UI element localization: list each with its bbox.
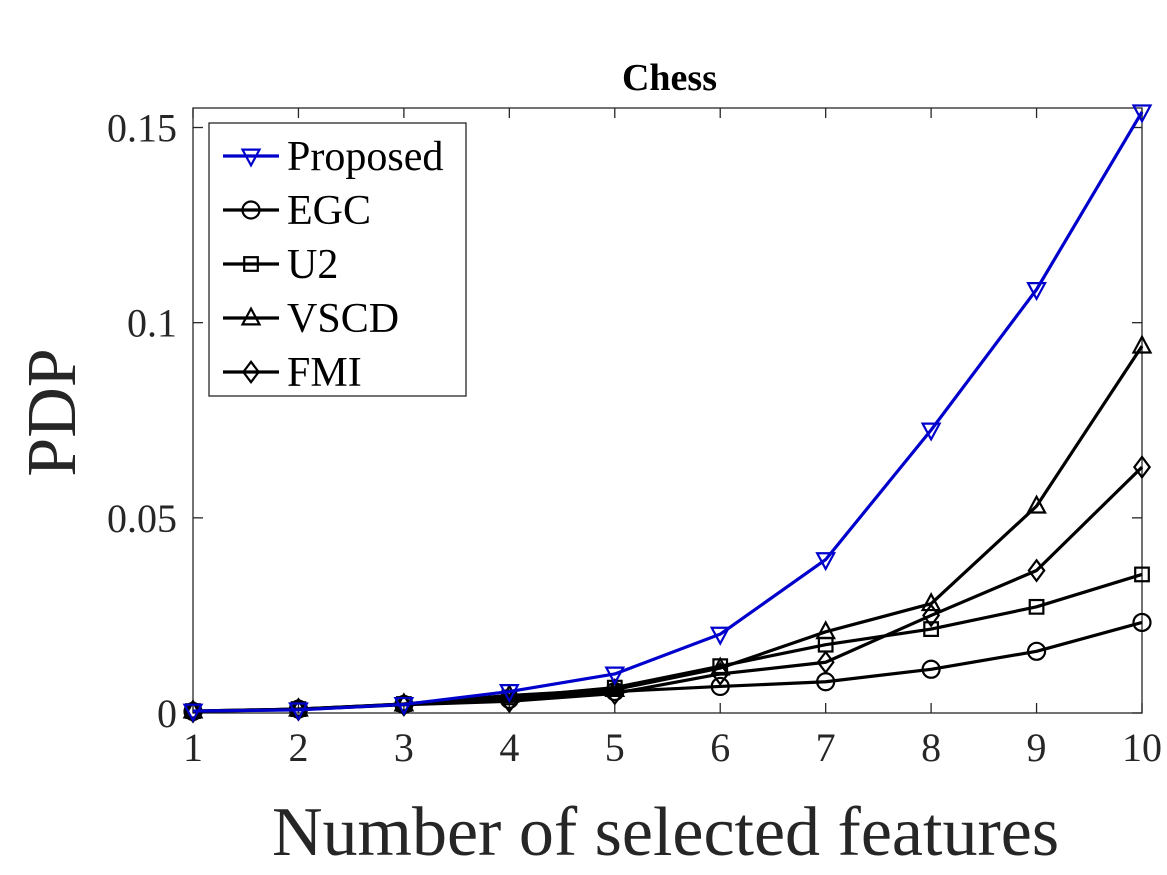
- data-point-fmi: [816, 650, 835, 675]
- legend-label: Proposed: [287, 134, 443, 180]
- x-tick-label: 4: [499, 725, 519, 770]
- data-point-proposed: [604, 666, 626, 686]
- legend-box: [208, 122, 467, 397]
- legend-marker: [243, 256, 259, 272]
- y-tick-label: 0: [157, 691, 177, 736]
- x-tick-label: 9: [1027, 725, 1047, 770]
- legend-marker: [241, 359, 261, 385]
- series-line-proposed: [192, 111, 1144, 713]
- legend-entry-egc: EGC: [223, 188, 371, 234]
- series-layer: [182, 104, 1153, 724]
- legend-entry-proposed: Proposed: [223, 134, 443, 180]
- legend-label: FMI: [287, 350, 362, 396]
- data-point-egc: [921, 659, 941, 679]
- legend: Proposed EGC U2 VSCD FMI: [208, 122, 467, 397]
- data-point-u2: [1028, 598, 1045, 615]
- y-tick-label: 0.05: [107, 496, 177, 541]
- legend-label: U2: [287, 242, 338, 288]
- data-point-proposed: [815, 552, 837, 572]
- x-tick-label: 3: [394, 725, 414, 770]
- legend-entry-u2: U2: [223, 242, 338, 288]
- data-point-egc: [710, 676, 730, 697]
- data-point-vscd: [1131, 334, 1153, 354]
- data-point-fmi: [922, 603, 941, 628]
- data-point-fmi: [500, 689, 519, 714]
- chart-title: Chess: [622, 57, 717, 99]
- legend-entry-vscd: VSCD: [223, 296, 399, 342]
- data-point-proposed: [288, 702, 309, 722]
- y-tick-label: 0.1: [127, 301, 177, 346]
- data-point-vscd: [288, 697, 309, 717]
- x-tick-label: 2: [288, 725, 308, 770]
- data-point-proposed: [182, 703, 204, 723]
- x-tick-label: 6: [710, 725, 730, 770]
- x-tick-label: 10: [1122, 725, 1162, 770]
- legend-marker: [241, 200, 261, 220]
- data-point-u2: [1134, 566, 1150, 583]
- data-point-vscd: [815, 620, 837, 640]
- data-point-proposed: [1131, 104, 1153, 124]
- data-point-fmi: [711, 661, 730, 687]
- x-tick-label: 5: [605, 725, 625, 770]
- data-point-vscd: [920, 592, 942, 612]
- legend-label: VSCD: [287, 296, 399, 342]
- data-point-egc: [1132, 612, 1152, 633]
- x-tick-label: 7: [816, 725, 836, 770]
- data-point-vscd: [1026, 494, 1047, 514]
- data-point-proposed: [920, 422, 942, 442]
- data-point-u2: [923, 621, 940, 637]
- x-axis-label: Number of selected features: [272, 794, 1059, 871]
- legend-label: EGC: [287, 188, 371, 234]
- data-point-fmi: [605, 681, 624, 706]
- data-point-egc: [1026, 641, 1047, 661]
- data-point-proposed: [709, 626, 731, 646]
- data-point-fmi: [1027, 558, 1046, 583]
- series-proposed: [182, 104, 1153, 723]
- data-point-fmi: [1132, 455, 1152, 480]
- legend-marker: [240, 306, 262, 326]
- y-axis-label: PDP: [14, 348, 91, 476]
- data-point-proposed: [498, 684, 520, 704]
- legend-marker: [240, 148, 262, 168]
- x-tick-label: 8: [921, 725, 941, 770]
- axis-ticks: 1 2 3 4 5 6 7 8 9 10 0 0.05 0.1 0.15: [107, 106, 1162, 770]
- x-tick-label: 1: [183, 725, 203, 770]
- y-tick-label: 0.15: [107, 106, 177, 151]
- legend-entry-fmi: FMI: [223, 350, 362, 396]
- data-point-proposed: [393, 696, 415, 717]
- data-point-proposed: [1026, 282, 1047, 302]
